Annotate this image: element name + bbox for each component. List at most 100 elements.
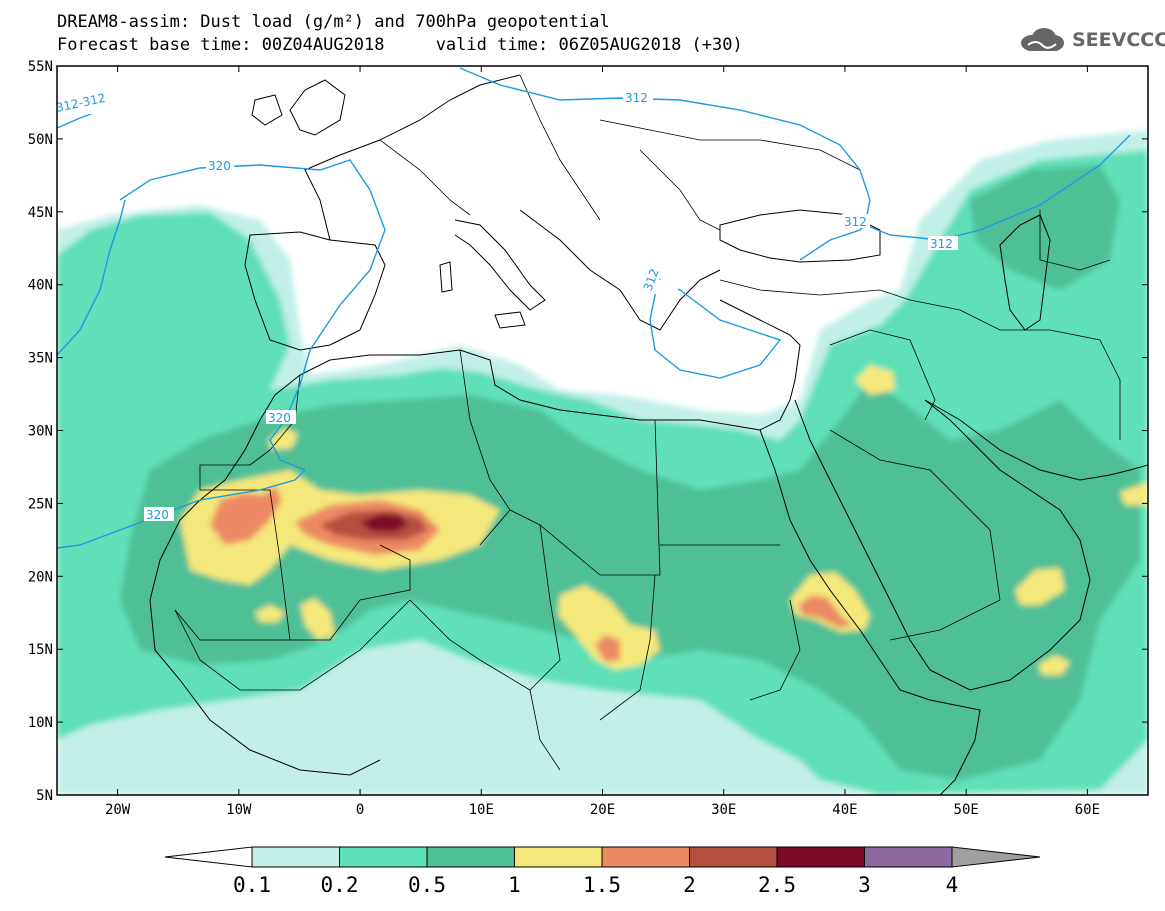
contour-label-bg bbox=[842, 214, 870, 228]
colorbar-label: 3 bbox=[858, 873, 871, 897]
contour-312-north bbox=[459, 67, 1131, 241]
contour-label-bg bbox=[144, 507, 174, 521]
lon-tick-label: 20E bbox=[590, 802, 615, 818]
plot-area bbox=[57, 66, 1148, 795]
dust-band-10-mali bbox=[255, 605, 285, 622]
coast-italy bbox=[454, 219, 546, 311]
colorbar-segment bbox=[776, 846, 865, 868]
colorbar-label: 4 bbox=[946, 873, 959, 897]
coast-gulf bbox=[924, 399, 1111, 481]
contour-label-bg bbox=[55, 100, 115, 114]
contour-320-sw bbox=[57, 199, 126, 356]
lat-tick-label: 15N bbox=[28, 642, 53, 658]
lon-tick-label: 60E bbox=[1075, 802, 1100, 818]
colorbar-segment bbox=[689, 846, 778, 868]
map-subtitle: Forecast base time: 00Z04AUG2018 valid t… bbox=[57, 35, 743, 55]
coast-turkey bbox=[719, 299, 801, 431]
dust-band-15-chad bbox=[595, 635, 620, 662]
border-nigeria bbox=[409, 599, 561, 771]
colorbar-low-arrow bbox=[164, 846, 253, 868]
contour-label-bg bbox=[928, 236, 958, 250]
border-europe-3 bbox=[599, 119, 861, 171]
coast-blacksea bbox=[719, 209, 881, 263]
contour-label-bg bbox=[623, 90, 653, 104]
lon-tick-label: 50E bbox=[954, 802, 979, 818]
coast-redsea-east bbox=[794, 399, 931, 671]
longitude-axis: 20W 10W 0 10E 20E 30E 40E 50E 60E bbox=[105, 66, 1100, 818]
border-iraq bbox=[829, 329, 936, 421]
lat-tick-label: 25N bbox=[28, 496, 53, 512]
dust-band-10-chad bbox=[558, 585, 660, 670]
border-algeria-libya bbox=[459, 349, 511, 546]
border-europe-4 bbox=[639, 149, 721, 231]
coast-ireland bbox=[251, 94, 283, 126]
coast-africa-north bbox=[244, 349, 761, 451]
border-saudi bbox=[829, 429, 1001, 641]
colorbar-segment bbox=[339, 846, 428, 868]
lon-tick-label: 10W bbox=[226, 802, 252, 818]
dust-band-10-oman bbox=[1015, 568, 1065, 605]
dust-load-field bbox=[57, 130, 1148, 795]
contour-label-312-b: 312 bbox=[844, 215, 867, 229]
colorbar-label: 1.5 bbox=[583, 873, 621, 897]
colorbar-label: 0.2 bbox=[321, 873, 359, 897]
contour-label-312-a: 312 bbox=[625, 91, 648, 105]
map-title: DREAM8-assim: Dust load (g/m²) and 700hP… bbox=[57, 12, 610, 32]
dust-band-10-yemen bbox=[1038, 655, 1070, 675]
contour-label-bg bbox=[266, 410, 296, 424]
lat-tick-label: 30N bbox=[28, 424, 53, 440]
cloud-icon bbox=[1021, 28, 1064, 51]
coast-iran bbox=[1109, 464, 1148, 476]
border-mali bbox=[290, 544, 411, 641]
lon-tick-label: 10E bbox=[469, 802, 494, 818]
lon-tick-label: 20W bbox=[105, 802, 131, 818]
country-borders bbox=[174, 74, 1121, 771]
colorbar-segment bbox=[251, 846, 340, 868]
lat-tick-label: 40N bbox=[28, 278, 53, 294]
border-chad-sudan bbox=[599, 574, 656, 721]
coast-caspian bbox=[999, 214, 1051, 331]
contour-label-320-b: 320 bbox=[268, 411, 291, 425]
dust-band-15-ethiopia bbox=[798, 595, 852, 628]
lat-tick-label: 10N bbox=[28, 715, 53, 731]
border-niger-chad bbox=[529, 524, 561, 691]
lat-tick-label: 55N bbox=[28, 59, 53, 75]
colorbar-segment bbox=[601, 846, 690, 868]
colorbar-label: 0.1 bbox=[233, 873, 271, 897]
coast-balkans bbox=[519, 209, 721, 331]
contour-label-bg bbox=[650, 280, 678, 294]
border-west-africa bbox=[174, 599, 411, 691]
lat-tick-label: 35N bbox=[28, 351, 53, 367]
coast-sardinia bbox=[439, 261, 453, 293]
colorbar-segment bbox=[426, 846, 515, 868]
seevccc-logo: SEEVCCC bbox=[1018, 26, 1165, 54]
colorbar-high-arrow bbox=[951, 846, 1041, 868]
border-iran bbox=[909, 299, 1121, 440]
lat-tick-label: 50N bbox=[28, 132, 53, 148]
lat-tick-label: 20N bbox=[28, 569, 53, 585]
colorbar-label: 0.5 bbox=[408, 873, 446, 897]
contour-label-320-c: 320 bbox=[146, 508, 169, 522]
coast-redsea-west bbox=[759, 429, 901, 691]
colorbar-label: 1 bbox=[508, 873, 521, 897]
lon-tick-label: 30E bbox=[711, 802, 736, 818]
colorbar: 0.1 0.2 0.5 1 1.5 2 2.5 3 4 bbox=[164, 846, 1041, 897]
border-kazakh bbox=[1039, 210, 1111, 271]
border-turkey bbox=[719, 279, 911, 301]
contour-label-320-a: 320 bbox=[208, 159, 231, 173]
border-europe-2 bbox=[519, 74, 601, 221]
contour-312-greece bbox=[649, 279, 782, 379]
latitude-axis: 55N 50N 45N 40N 35N 30N 25N 20N 15N 10N 5N bbox=[28, 59, 1148, 804]
dust-band-15-west bbox=[210, 485, 282, 545]
contour-label-bg bbox=[206, 158, 234, 172]
border-sudan-ethiopia bbox=[749, 599, 801, 701]
colorbar-label: 2 bbox=[683, 873, 696, 897]
contour-label-312-c: 312 bbox=[930, 237, 953, 251]
dust-band-10-niger bbox=[300, 598, 335, 640]
lat-tick-label: 45N bbox=[28, 205, 53, 221]
lon-tick-label: 0 bbox=[356, 802, 364, 818]
colorbar-segment bbox=[514, 846, 603, 868]
border-libya-egypt bbox=[509, 419, 661, 576]
colorbar-label: 2.5 bbox=[758, 873, 796, 897]
coast-horn bbox=[899, 689, 981, 795]
